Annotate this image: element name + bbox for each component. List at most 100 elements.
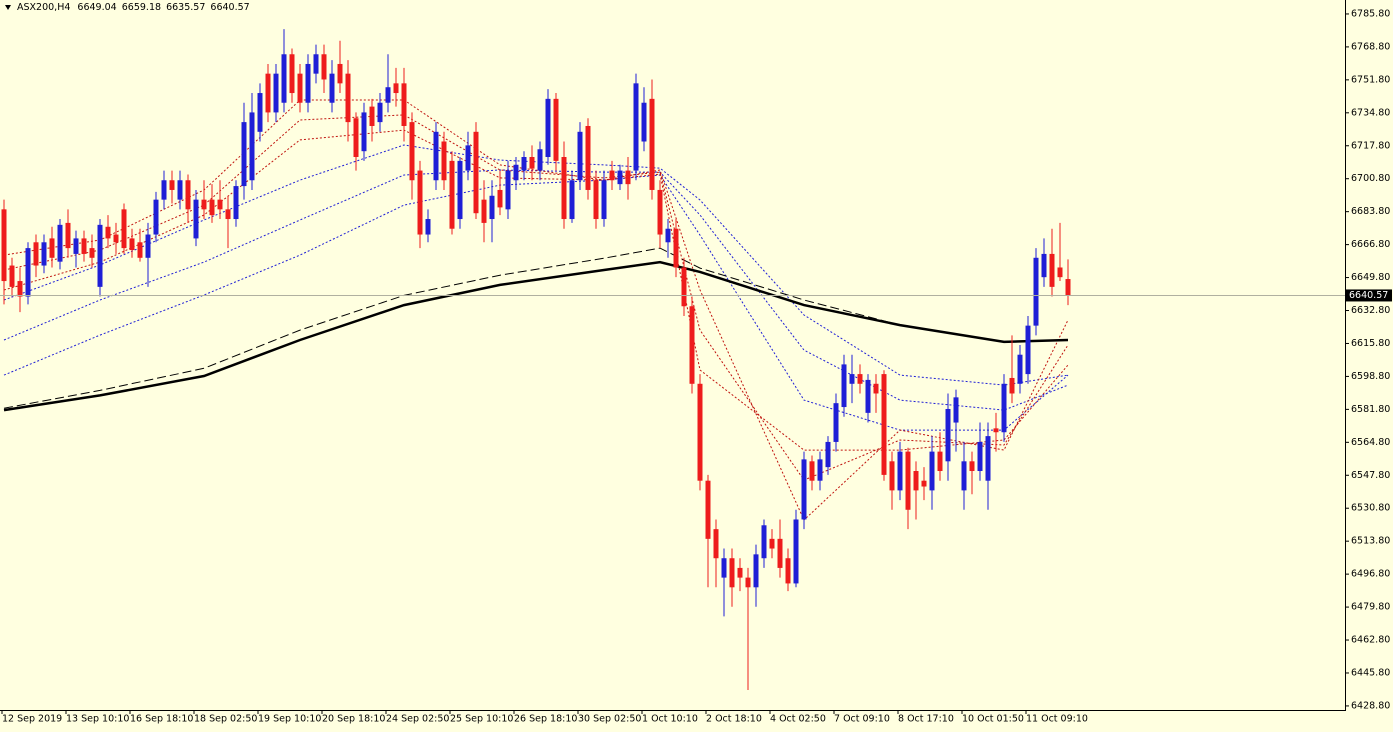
candle-body bbox=[9, 265, 15, 287]
candle-body bbox=[945, 408, 951, 462]
candle-body bbox=[105, 226, 111, 239]
candle-body bbox=[769, 538, 775, 549]
y-tick-label: 6700.80 bbox=[1351, 173, 1390, 184]
candle-body bbox=[681, 267, 687, 307]
candle-body bbox=[1, 209, 7, 282]
candle-body bbox=[225, 209, 231, 220]
x-tick-label: 13 Sep 10:10 bbox=[66, 714, 129, 725]
candle-body bbox=[73, 238, 79, 254]
candle-body bbox=[1065, 279, 1071, 296]
moving-average-line bbox=[3, 260, 1069, 412]
candle-body bbox=[985, 436, 991, 481]
y-tick-label: 6785.80 bbox=[1351, 8, 1390, 19]
y-tick-label: 6649.80 bbox=[1351, 272, 1390, 283]
x-tick-label: 16 Sep 18:10 bbox=[130, 714, 193, 725]
header-arrow bbox=[5, 5, 11, 10]
candle-body bbox=[641, 102, 647, 142]
candle-body bbox=[609, 170, 615, 181]
candle-body bbox=[265, 73, 271, 113]
candle-body bbox=[937, 451, 943, 472]
candle-body bbox=[81, 238, 87, 254]
candle-body bbox=[289, 54, 295, 94]
candle-body bbox=[1025, 325, 1031, 375]
x-tick-label: 19 Sep 10:10 bbox=[258, 714, 321, 725]
candle-body bbox=[1009, 377, 1015, 394]
candle-body bbox=[377, 102, 383, 123]
candle-body bbox=[257, 93, 263, 132]
x-tick-label: 11 Oct 09:10 bbox=[1026, 714, 1088, 725]
candle-body bbox=[665, 228, 671, 243]
candle-body bbox=[649, 98, 655, 190]
y-tick-label: 6547.80 bbox=[1351, 470, 1390, 481]
candle-body bbox=[817, 459, 823, 481]
candle-body bbox=[593, 180, 599, 220]
candle-body bbox=[177, 180, 183, 200]
candle-body bbox=[193, 199, 199, 239]
close-value: 6640.57 bbox=[210, 2, 249, 13]
candle-body bbox=[561, 157, 567, 220]
candle-body bbox=[825, 441, 831, 468]
symbol: ASX200,H4 bbox=[17, 2, 70, 13]
candle-body bbox=[33, 242, 39, 266]
y-tick-label: 6530.80 bbox=[1351, 503, 1390, 514]
candle-body bbox=[441, 141, 447, 181]
y-tick-label: 6564.80 bbox=[1351, 437, 1390, 448]
y-tick-label: 6496.80 bbox=[1351, 569, 1390, 580]
x-tick-label: 12 Sep 2019 bbox=[2, 714, 62, 725]
candle-body bbox=[489, 195, 495, 220]
candle-body bbox=[913, 471, 919, 491]
candle-body bbox=[505, 170, 511, 210]
candle-body bbox=[657, 189, 663, 235]
candle-body bbox=[761, 525, 767, 559]
candle-body bbox=[729, 558, 735, 588]
x-tick-label: 30 Sep 02:50 bbox=[578, 714, 641, 725]
candle-body bbox=[545, 98, 551, 158]
candle-body bbox=[905, 451, 911, 510]
candle-body bbox=[113, 234, 119, 243]
candle-body bbox=[697, 383, 703, 481]
candle-body bbox=[1057, 267, 1063, 278]
y-tick-label: 6751.80 bbox=[1351, 74, 1390, 85]
candle-body bbox=[361, 112, 367, 152]
candle-body bbox=[721, 558, 727, 578]
candle-body bbox=[1017, 354, 1023, 384]
header: ASX200,H4 6649.04 6659.18 6635.57 6640.5… bbox=[17, 2, 250, 13]
candle-body bbox=[425, 219, 431, 235]
candle-body bbox=[217, 199, 223, 210]
candle-body bbox=[841, 364, 847, 408]
y-tick-label: 6632.80 bbox=[1351, 305, 1390, 316]
moving-average-line bbox=[3, 114, 1069, 481]
candle-body bbox=[1033, 257, 1039, 326]
candle-body bbox=[737, 567, 743, 578]
candle-body bbox=[369, 106, 375, 126]
candle-body bbox=[41, 242, 47, 266]
y-tick-label: 6717.80 bbox=[1351, 140, 1390, 151]
last-price-label: 6640.57 bbox=[1349, 290, 1388, 301]
candle-body bbox=[993, 428, 999, 433]
candle-body bbox=[577, 131, 583, 181]
candle-body bbox=[921, 480, 927, 487]
candle-body bbox=[281, 54, 287, 103]
candle-body bbox=[497, 189, 503, 208]
candle-body bbox=[961, 461, 967, 491]
candle-body bbox=[801, 459, 807, 520]
candle-body bbox=[145, 234, 151, 258]
candle-body bbox=[529, 157, 535, 169]
candle-body bbox=[857, 374, 863, 384]
x-tick-label: 2 Oct 18:10 bbox=[706, 714, 762, 725]
candle-body bbox=[849, 374, 855, 384]
candle-body bbox=[457, 160, 463, 220]
x-tick-label: 18 Sep 02:50 bbox=[194, 714, 257, 725]
y-tick-label: 6428.80 bbox=[1351, 700, 1390, 711]
candle-body bbox=[889, 461, 895, 491]
candle-body bbox=[777, 538, 783, 568]
candle-body bbox=[785, 558, 791, 584]
candle-body bbox=[241, 122, 247, 187]
x-tick-label: 8 Oct 17:10 bbox=[898, 714, 954, 725]
candle-body bbox=[65, 222, 71, 249]
candle-body bbox=[449, 160, 455, 229]
candle-body bbox=[793, 519, 799, 584]
candle-body bbox=[409, 122, 415, 181]
candle-body bbox=[169, 180, 175, 190]
candle-body bbox=[833, 403, 839, 442]
